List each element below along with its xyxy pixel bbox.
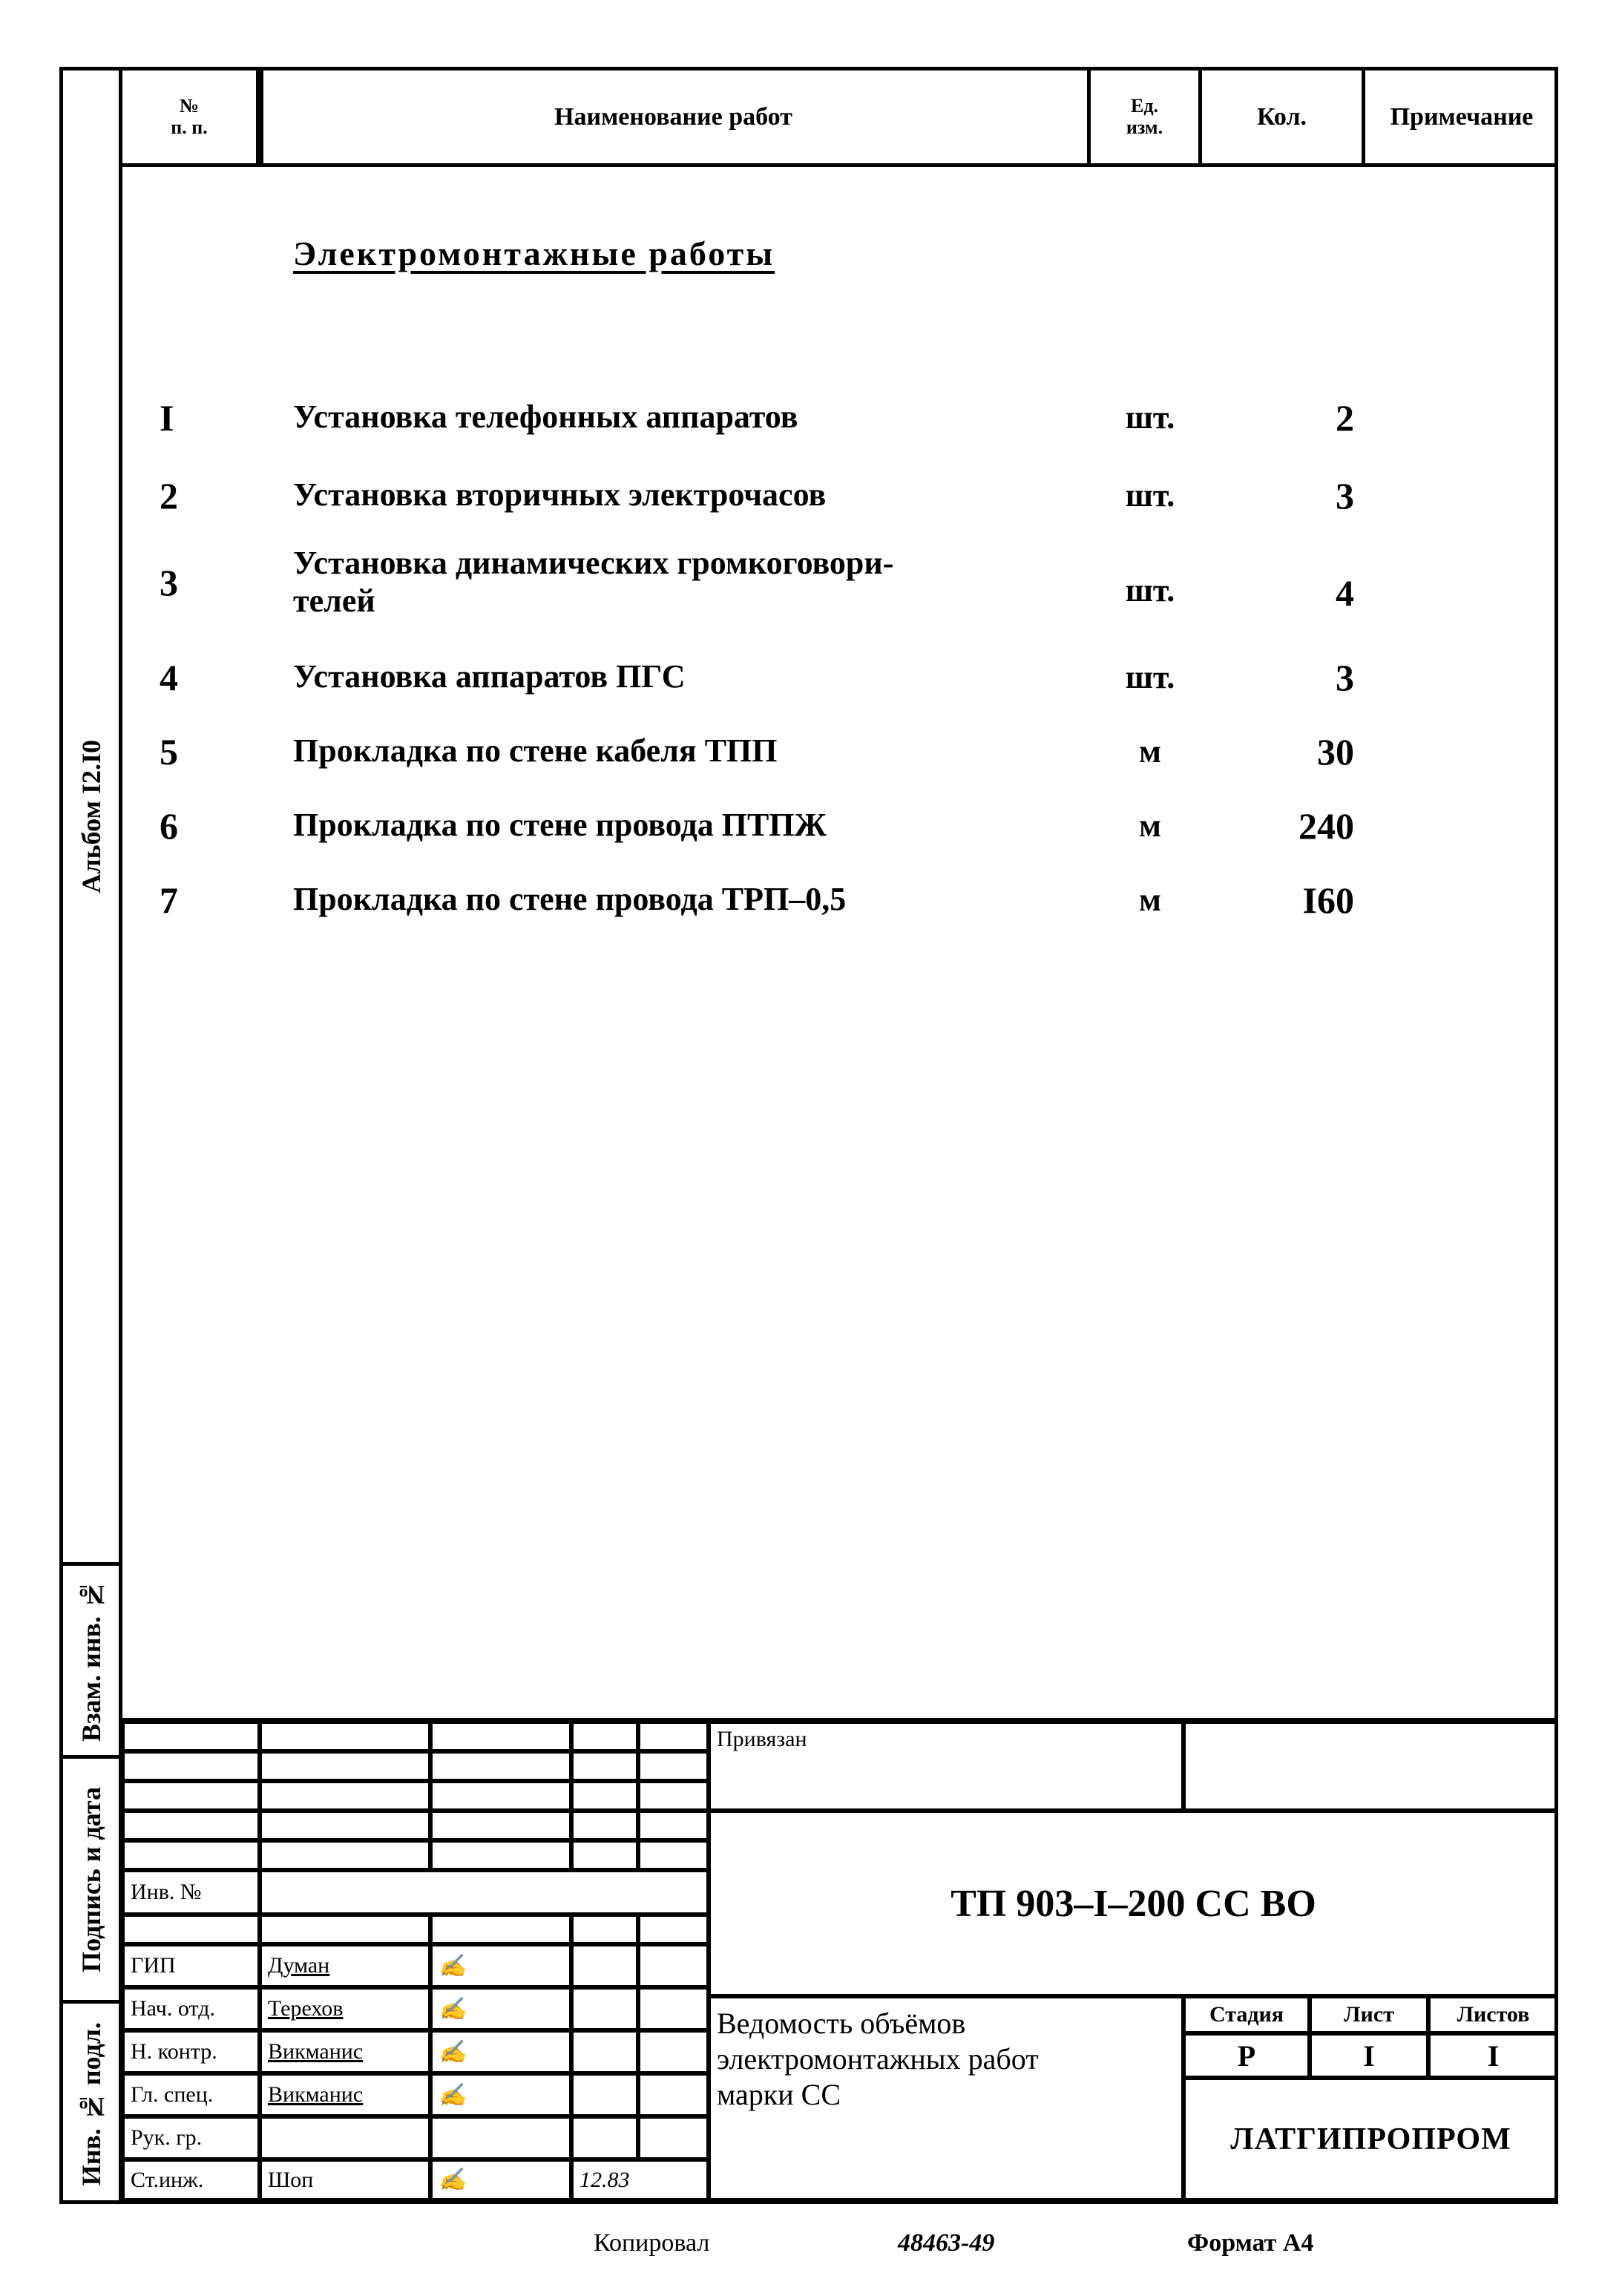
date-cell: 12.83 [571,2159,709,2200]
section-title: Электромонтажные работы [293,234,775,273]
row-name: Установка динамических громкоговори- тел… [293,545,1072,620]
sign-cell: ✍ [430,2159,571,2200]
role-cell: Гл. спец. [122,2073,260,2116]
name-cell: Думан [260,1944,430,1987]
doc-title: Ведомость объёмов электромонтажных работ… [709,1996,1183,2200]
sign-cell: ✍ [430,1987,571,2030]
stage-value: Р [1183,2033,1310,2078]
row-name: Прокладка по стене провода ТРП–0,5 [293,881,1072,919]
organization: ЛАТГИПРОПРОМ [1183,2078,1558,2200]
footer-number: 48463-49 [898,2229,994,2257]
table-row: 2 Установка вторичных электрочасов шт. 3 [122,460,1554,531]
row-num: 2 [160,474,249,517]
page-footer: Копировал 48463-49 Формат А4 [119,2229,1558,2266]
name-cell: Викманис [260,2030,430,2073]
row-name: Прокладка по стене провода ПТПЖ [293,807,1072,844]
role-cell: Ст.инж. [122,2159,260,2200]
row-qty: 4 [1221,571,1354,614]
row-qty: I60 [1221,879,1354,922]
row-unit: шт. [1102,658,1198,696]
table-row: 6 Прокладка по стене провода ПТПЖ м 240 [122,790,1554,861]
row-unit: шт. [1102,571,1198,609]
row-num: 5 [160,730,249,773]
album-label: Альбом I2.I0 [76,740,107,893]
row-num: 3 [160,561,249,604]
table-body: Электромонтажные работы I Установка теле… [122,167,1554,1718]
privyazan-label: Привязан [717,1727,807,1752]
row-qty: 240 [1221,804,1354,847]
table-row: I Установка телефонных аппаратов шт. 2 [122,382,1554,453]
side-podpis: Подпись и дата [76,1787,107,1972]
inv-no-label: Инв. № [122,1870,260,1915]
row-unit: шт. [1102,398,1198,436]
sheet-value: I [1310,2033,1428,2078]
sheets-value: I [1428,2033,1558,2078]
role-cell: Рук. гр. [122,2116,260,2159]
row-unit: м [1102,732,1198,770]
row-num: 7 [160,879,249,922]
doc-code: ТП 903–I–200 СС ВО [709,1811,1558,1996]
footer-format: Формат А4 [1187,2229,1313,2257]
row-num: 4 [160,656,249,699]
header-name: Наименование работ [260,70,1091,167]
table-row: 5 Прокладка по стене кабеля ТПП м 30 [122,716,1554,787]
row-unit: м [1102,807,1198,844]
side-inv: Инв. № подл. [76,2022,107,2185]
row-unit: шт. [1102,476,1198,514]
name-cell: Терехов [260,1987,430,2030]
sheets-header: Листов [1428,1996,1558,2033]
row-unit: м [1102,881,1198,919]
role-cell: ГИП [122,1944,260,1987]
header-unit: Ед. изм. [1091,70,1202,167]
row-num: I [160,396,249,439]
header-qty: Кол. [1202,70,1365,167]
stage-header: Стадия [1183,1996,1310,2033]
row-qty: 3 [1221,474,1354,517]
privyazan-box: Привязан [709,1722,1183,1811]
role-cell: Нач. отд. [122,1987,260,2030]
name-cell: Викманис [260,2073,430,2116]
table-row: 3 Установка динамических громкоговори- т… [122,531,1554,634]
header-note: Примечание [1365,70,1558,167]
sign-cell: ✍ [430,2073,571,2116]
table-row: 4 Установка аппаратов ПГС шт. 3 [122,642,1554,712]
side-vzam: Взам. инв. № [76,1580,107,1742]
binding-margin: Альбом I2.I0 Взам. инв. № Подпись и дата… [59,67,119,2204]
row-name: Установка аппаратов ПГС [293,658,1072,696]
drawing-frame: № п. п. Наименование работ Ед. изм. Кол.… [119,67,1558,2204]
header-num: № п. п. [122,70,260,167]
row-name: Установка вторичных электрочасов [293,476,1072,514]
name-cell: Шоп [260,2159,430,2200]
title-block: Привязан Инв. № ТП 903–I–200 СС ВО ГИП Д… [122,1718,1554,2200]
row-qty: 3 [1221,656,1354,699]
row-qty: 30 [1221,730,1354,773]
sign-cell: ✍ [430,2030,571,2073]
row-name: Установка телефонных аппаратов [293,398,1072,436]
row-name: Прокладка по стене кабеля ТПП [293,732,1072,770]
row-qty: 2 [1221,396,1354,439]
row-num: 6 [160,804,249,847]
role-cell: Н. контр. [122,2030,260,2073]
table-row: 7 Прокладка по стене провода ТРП–0,5 м I… [122,865,1554,935]
sign-cell: ✍ [430,1944,571,1987]
footer-kopiroval: Копировал [594,2229,709,2257]
sheet-header: Лист [1310,1996,1428,2033]
